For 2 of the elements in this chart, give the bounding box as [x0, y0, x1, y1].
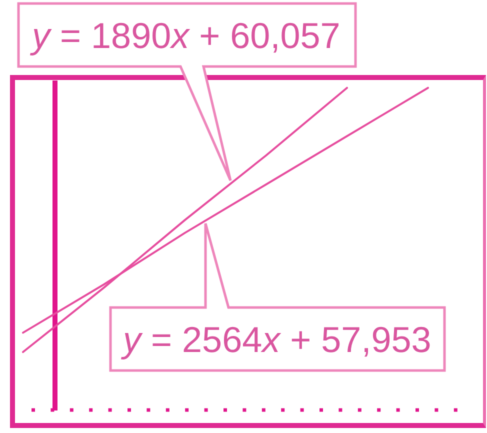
- annotation: y = 2564x + 57,953: [123, 318, 432, 360]
- text: y = 1890x + 60,057: [32, 14, 340, 56]
